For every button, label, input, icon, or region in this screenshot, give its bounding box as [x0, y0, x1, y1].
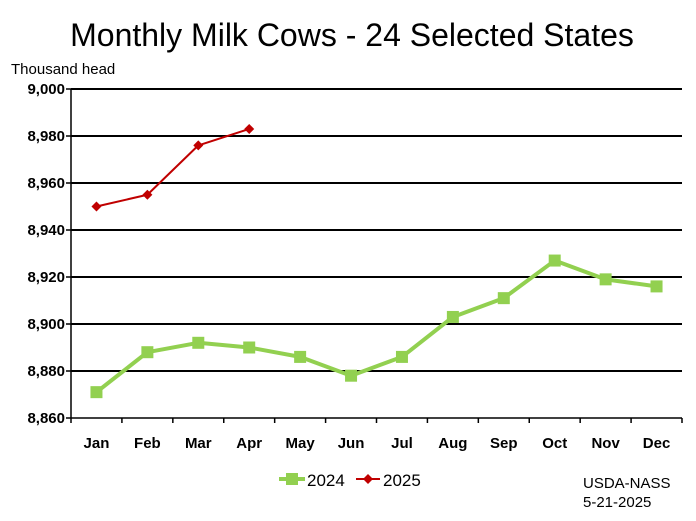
x-tick-label: Jan	[84, 435, 110, 452]
y-tick-label: 8,860	[27, 410, 65, 427]
x-tick-label: Oct	[542, 435, 567, 452]
point-2024-Sep	[497, 292, 510, 305]
point-2024-Feb	[141, 346, 154, 359]
x-tick-label: Feb	[134, 435, 161, 452]
series-layer	[90, 123, 663, 399]
y-tick-label: 8,900	[27, 316, 65, 333]
point-2024-Aug	[446, 310, 459, 323]
series-2024-line	[95, 258, 657, 394]
x-tick-label: Apr	[236, 435, 262, 452]
x-tick-label: Mar	[185, 435, 212, 452]
y-tick-label: 9,000	[27, 81, 65, 98]
point-2024-May	[294, 350, 307, 363]
point-2024-Jan	[90, 386, 103, 399]
y-tick-label: 8,940	[27, 222, 65, 239]
plot-area	[71, 89, 682, 418]
point-2024-Nov	[599, 273, 612, 286]
point-2024-Mar	[192, 336, 205, 349]
point-2025-Jan	[91, 201, 102, 212]
x-tick-label: Dec	[643, 435, 671, 452]
point-2024-Dec	[650, 280, 663, 293]
point-2024-Oct	[548, 254, 561, 267]
y-axis-label: Thousand head	[11, 61, 115, 78]
legend-2025-marker	[363, 474, 373, 484]
point-2025-Feb	[142, 189, 153, 200]
y-tick-label: 8,920	[27, 269, 65, 286]
legend: 2024 2025	[279, 471, 421, 490]
y-tick-label: 8,980	[27, 128, 65, 145]
chart-title: Monthly Milk Cows - 24 Selected States	[70, 17, 634, 53]
y-tick-label: 8,880	[27, 363, 65, 380]
y-axis-ticks: 8,860 8,880 8,900 8,920 8,940 8,960 8,980 9,000	[27, 81, 71, 427]
legend-2024-label: 2024	[307, 471, 345, 490]
x-tick-label: Sep	[490, 435, 518, 452]
source-label: USDA-NASS	[583, 475, 671, 492]
gridlines	[71, 88, 682, 419]
legend-2025-label: 2025	[383, 471, 421, 490]
x-tick-label: Nov	[591, 435, 620, 452]
point-2025-Apr	[244, 123, 255, 134]
point-2024-Jul	[395, 350, 408, 363]
point-2024-Apr	[243, 341, 256, 354]
x-tick-label: May	[286, 435, 316, 452]
legend-2024-marker	[286, 473, 298, 485]
point-2024-Jun	[345, 369, 358, 382]
series-2025-line	[96, 127, 250, 208]
x-tick-label: Aug	[438, 435, 467, 452]
date-label: 5-21-2025	[583, 494, 651, 511]
y-tick-label: 8,960	[27, 175, 65, 192]
point-2025-Mar	[193, 140, 204, 151]
x-axis-ticks: Jan Feb Mar Apr May Jun Jul Aug Sep Oct Nov Dec	[70, 418, 683, 452]
x-tick-label: Jul	[391, 435, 413, 452]
x-tick-label: Jun	[338, 435, 365, 452]
